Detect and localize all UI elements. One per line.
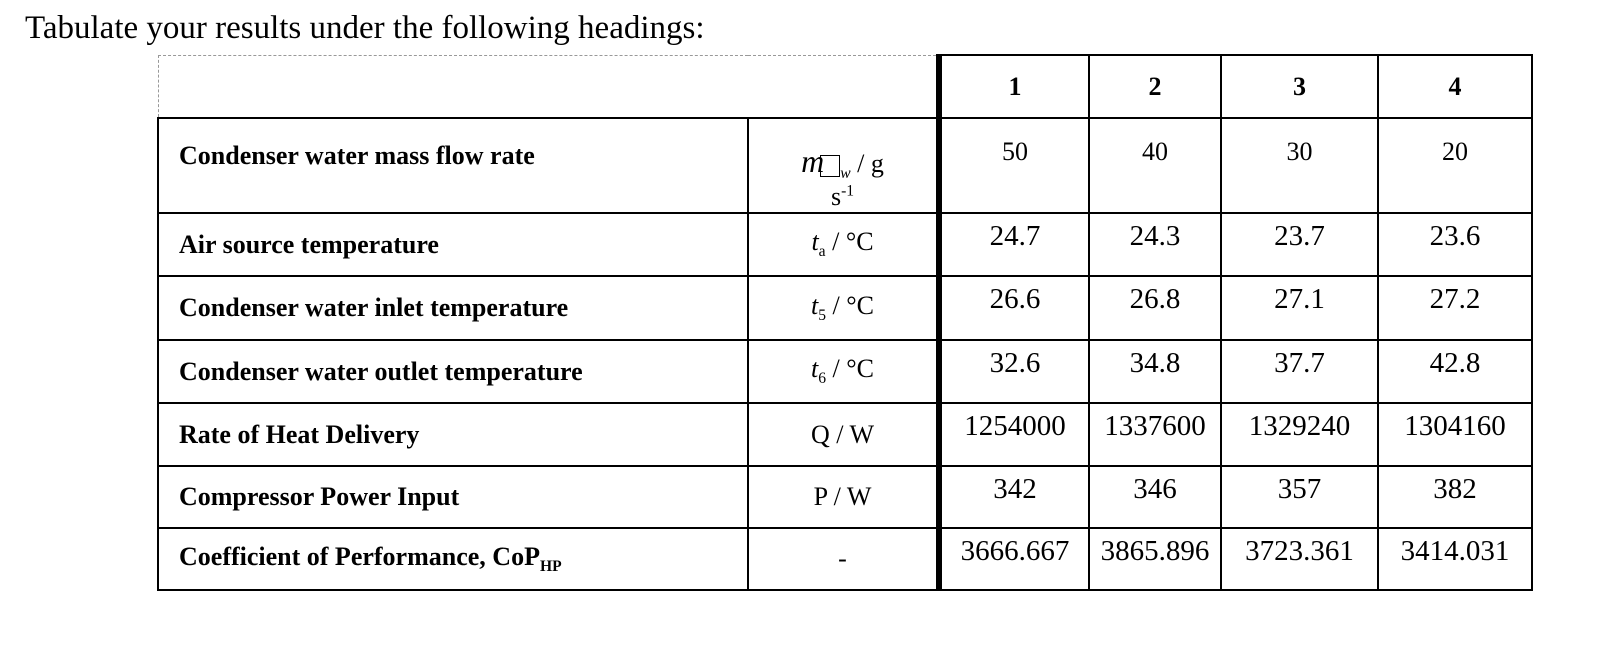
unit-text: / °C [826, 354, 874, 384]
value-cell: 27.2 [1377, 275, 1533, 341]
results-table: 1 2 3 4 Condenser water mass flow rate m w / g… [157, 54, 1533, 591]
value-cell: 27.1 [1220, 275, 1379, 341]
row-label: Condenser water mass flow rate [157, 117, 749, 214]
table-row: Compressor Power Input P / W 342 346 357 382 [157, 465, 1533, 529]
column-header: 3 [1220, 54, 1379, 119]
label-text: Condenser water mass flow rate [179, 141, 535, 170]
value-cell: 3666.667 [936, 527, 1090, 591]
row-label: Coefficient of Performance, CoPHP [157, 527, 749, 591]
column-header: 4 [1377, 54, 1533, 119]
value-cell: 3414.031 [1377, 527, 1533, 591]
value-cell: 1337600 [1088, 402, 1222, 467]
unit-text: / g [850, 149, 884, 178]
unit-text: / °C [825, 227, 874, 257]
value-cell: 32.6 [936, 339, 1090, 404]
column-header: 1 [936, 54, 1090, 119]
label-text: Condenser water outlet temperature [179, 356, 583, 386]
unit-text: P / W [813, 482, 872, 511]
value-cell: 342 [936, 465, 1090, 529]
value-cell: 40 [1088, 117, 1222, 214]
label-text: Compressor Power Input [179, 482, 460, 511]
row-label: Air source temperature [157, 212, 749, 277]
value-cell: 24.3 [1088, 212, 1222, 277]
unit-subscript: w [840, 165, 851, 183]
label-text: Condenser water inlet temperature [179, 293, 569, 322]
row-unit: Q / W [747, 402, 940, 467]
unit-symbol: t [811, 354, 819, 384]
table-row: Coefficient of Performance, CoPHP - 3666.6… [157, 527, 1533, 591]
value-cell: 3723.361 [1220, 527, 1379, 591]
value-cell: 34.8 [1088, 339, 1222, 404]
value-cell: 37.7 [1220, 339, 1379, 404]
value-cell: 23.7 [1220, 212, 1379, 277]
row-unit: ta / °C [747, 212, 940, 277]
value-cell: 357 [1220, 465, 1379, 529]
value-cell: 50 [936, 117, 1090, 214]
instruction-heading: Tabulate your results under the followin… [25, 10, 705, 46]
value-cell: 346 [1088, 465, 1222, 529]
label-subscript: HP [539, 558, 562, 576]
value-cell: 26.8 [1088, 275, 1222, 341]
unit-subscript: 5 [818, 307, 827, 325]
unit-text: - [838, 544, 847, 573]
unit-symbol: t [811, 227, 819, 257]
unit-symbol: t [811, 290, 819, 320]
value-cell: 26.6 [936, 275, 1090, 341]
table-row: Rate of Heat Delivery Q / W 1254000 1337600… [157, 402, 1533, 467]
unit-text: / °C [826, 290, 874, 320]
value-cell: 1304160 [1377, 402, 1533, 467]
value-cell: 20 [1377, 117, 1533, 214]
row-unit: t6 / °C [747, 339, 940, 404]
label-text: Coefficient of Performance, CoP [179, 541, 540, 571]
row-label: Condenser water inlet temperature [157, 275, 749, 341]
missing-glyph-icon [820, 155, 841, 178]
value-cell: 24.7 [936, 212, 1090, 277]
row-label: Rate of Heat Delivery [157, 402, 749, 467]
unit-superscript: -1 [841, 181, 855, 199]
row-unit: - [747, 527, 940, 591]
table-row: Condenser water inlet temperature t5 / °C… [157, 275, 1533, 341]
unit-subscript: a [818, 243, 826, 261]
value-cell: 42.8 [1377, 339, 1533, 404]
row-label: Condenser water outlet temperature [157, 339, 749, 404]
table-row: Condenser water mass flow rate m w / g s-1 5… [157, 117, 1533, 214]
header-blank [157, 54, 940, 119]
value-cell: 30 [1220, 117, 1379, 214]
value-cell: 23.6 [1377, 212, 1533, 277]
table-row: Air source temperature ta / °C 24.7 24.3 23.… [157, 212, 1533, 277]
column-header: 2 [1088, 54, 1222, 119]
label-text: Rate of Heat Delivery [179, 419, 420, 449]
label-text: Air source temperature [179, 229, 439, 259]
unit-symbol: m [801, 143, 825, 179]
row-unit: t5 / °C [747, 275, 940, 341]
value-cell: 1254000 [936, 402, 1090, 467]
unit-text: Q / W [810, 419, 875, 449]
row-unit: P / W [747, 465, 940, 529]
table-row: Condenser water outlet temperature t6 / °… [157, 339, 1533, 404]
value-cell: 382 [1377, 465, 1533, 529]
value-cell: 1329240 [1220, 402, 1379, 467]
unit-subscript: 6 [818, 370, 827, 388]
row-label: Compressor Power Input [157, 465, 749, 529]
value-cell: 3865.896 [1088, 527, 1222, 591]
unit-line2: s [830, 181, 842, 211]
